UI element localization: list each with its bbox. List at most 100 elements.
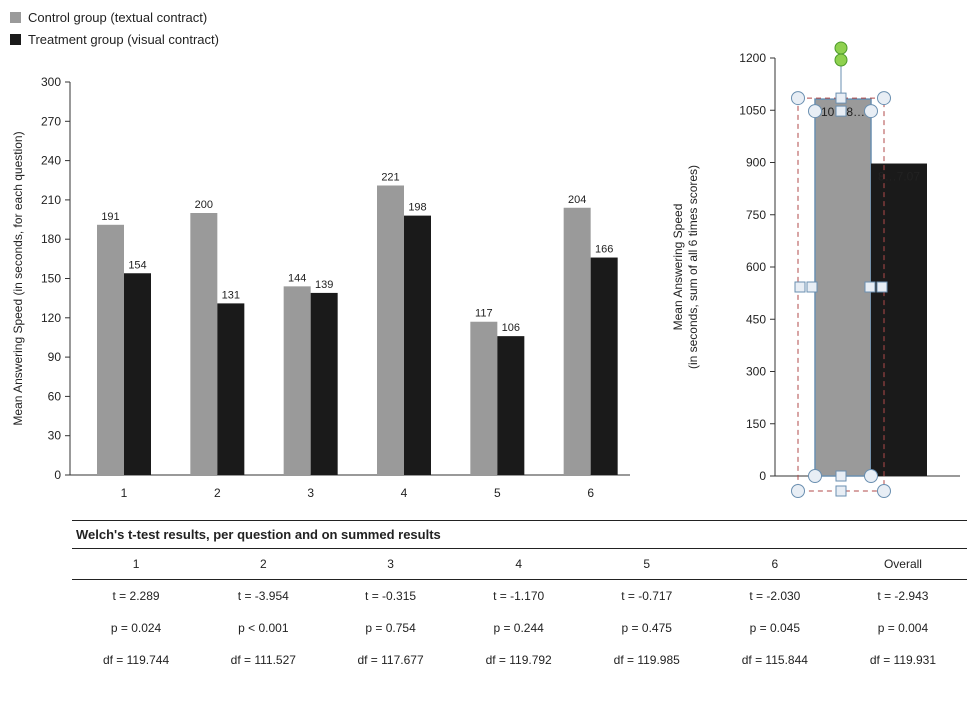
y-tick-label: 900 <box>746 156 766 170</box>
resize-handle <box>791 91 805 106</box>
table-header-cell: 1 <box>72 549 201 580</box>
y-tick-label: 1050 <box>739 103 766 117</box>
x-tick-label: 5 <box>494 486 501 500</box>
summed-bar-control <box>814 98 872 477</box>
table-cell: df = 119.931 <box>869 653 937 667</box>
results-grid: 1 2 3 4 5 6 Overall t = 2.289 t = -3.954 t = -0.… <box>72 549 967 676</box>
resize-handle-square <box>835 470 847 482</box>
table-cell: t = -2.943 <box>877 589 929 603</box>
bar-control <box>377 185 404 475</box>
data-label-control: 221 <box>381 171 399 183</box>
y-tick-label: 750 <box>746 208 766 222</box>
table-cell: t = -3.954 <box>237 589 289 603</box>
table-cell: p = 0.024 <box>110 621 162 635</box>
resize-handle <box>877 91 891 106</box>
y-tick-label: 0 <box>54 468 61 482</box>
data-label-treatment: 154 <box>128 259 146 271</box>
resize-handle-square <box>835 105 847 117</box>
data-label-treatment: 131 <box>222 289 240 301</box>
table-cell: t = 2.289 <box>112 589 160 603</box>
resize-handle-square <box>835 485 847 497</box>
table-cell: df = 115.844 <box>741 653 808 667</box>
table-cell: p = 0.244 <box>493 621 544 635</box>
bar-treatment <box>497 336 525 475</box>
x-tick-label: 4 <box>401 486 408 500</box>
data-label-control: 144 <box>288 272 306 284</box>
resize-handle <box>791 484 805 498</box>
bar-treatment <box>310 292 338 475</box>
resize-handle <box>808 469 822 483</box>
x-tick-label: 3 <box>307 486 314 500</box>
legend-item-treatment: Treatment group (visual contract) <box>10 28 219 50</box>
selection-box <box>797 97 885 492</box>
data-label-control: 200 <box>195 199 213 211</box>
selection-handles <box>791 41 891 498</box>
y-tick-label: 1200 <box>739 51 766 65</box>
rotation-handle <box>834 41 848 55</box>
y-axis-label-line: Mean Answering Speed <box>671 204 685 331</box>
data-label-treatment: 166 <box>595 244 613 256</box>
table-cell: p = 0.754 <box>365 621 416 635</box>
table-cell: df = 111.527 <box>230 653 296 667</box>
bar-treatment <box>217 303 245 475</box>
table-cell: p = 0.475 <box>621 621 672 635</box>
table-cell: t = -1.170 <box>493 589 545 603</box>
welch-results-table: Welch's t-test results, per question and… <box>72 520 967 676</box>
legend-swatch-treatment <box>10 33 21 45</box>
resize-handle-square <box>835 92 847 104</box>
data-label-control: 191 <box>101 211 119 223</box>
summed-bar-chart: 0 150 300 450 600 750 900 1050 1200 Mean Answerin… <box>671 41 960 498</box>
resize-handle-square <box>794 281 806 293</box>
bar-control <box>97 224 124 475</box>
bar-control <box>190 213 218 475</box>
legend-label-treatment: Treatment group (visual contract) <box>28 31 219 47</box>
table-header-cell: Overall <box>838 549 967 580</box>
x-tick-label: 1 <box>121 486 128 500</box>
bar-control <box>563 207 591 475</box>
y-axis-label: Mean Answering Speed (in seconds, for ea… <box>11 131 25 425</box>
data-label-treatment: 106 <box>502 322 520 334</box>
table-header-cell: 2 <box>200 549 327 580</box>
table-cell: t = -2.030 <box>749 589 801 603</box>
bar-control <box>470 321 498 475</box>
resize-handle <box>864 469 878 483</box>
bar-treatment <box>590 257 618 475</box>
summed-bar-treatment <box>871 163 927 476</box>
resize-handle <box>864 104 878 119</box>
y-tick-label: 150 <box>746 417 766 431</box>
legend: Control group (textual contract) Treatme… <box>10 6 219 50</box>
bar-treatment <box>124 273 151 475</box>
resize-handle-square <box>876 281 888 293</box>
table-header-cell: 5 <box>582 549 711 580</box>
y-axis-label-line: (in seconds, sum of all 6 times scores) <box>686 165 700 369</box>
y-tick-label: 30 <box>48 429 62 443</box>
y-tick-label: 600 <box>746 260 766 274</box>
y-tick-label: 150 <box>41 272 61 286</box>
resize-handle <box>877 484 891 498</box>
table-body: t = 2.289 t = -3.954 t = -0.315 t = -1.170 t… <box>72 580 967 677</box>
bar-control <box>283 286 311 475</box>
table-header-cell: 3 <box>326 549 455 580</box>
y-tick-label: 300 <box>746 365 766 379</box>
per-question-bar-chart: 0 30 60 90 120 150 180 210 240 270 300 Mean Answeri… <box>11 75 630 500</box>
table-cell: df = 119.744 <box>102 653 170 667</box>
table-row: t = 2.289 t = -3.954 t = -0.315 t = -1.170 t… <box>72 580 967 613</box>
y-tick-label: 240 <box>41 154 61 168</box>
table-cell: df = 119.792 <box>485 653 552 667</box>
table-cell: t = -0.315 <box>365 589 417 603</box>
legend-label-control: Control group (textual contract) <box>28 9 208 25</box>
table-header-row: 1 2 3 4 5 6 Overall <box>72 549 967 580</box>
x-tick-label: 6 <box>587 486 594 500</box>
table-cell: df = 117.677 <box>357 653 424 667</box>
resize-handle <box>808 104 822 119</box>
table-cell: p < 0.001 <box>238 621 289 635</box>
y-tick-label: 120 <box>41 311 61 325</box>
rotation-handle <box>834 53 848 67</box>
table-cell: p = 0.045 <box>749 621 801 635</box>
table-cell: t = -0.717 <box>621 589 673 603</box>
y-tick-label: 300 <box>41 75 61 89</box>
table-cell: p = 0.004 <box>877 621 929 635</box>
summed-data-label-treatment: 8…7.07 <box>878 170 920 184</box>
resize-handle-square <box>864 281 876 293</box>
table-row: p = 0.024 p < 0.001 p = 0.754 p = 0.244 p = … <box>72 612 967 644</box>
